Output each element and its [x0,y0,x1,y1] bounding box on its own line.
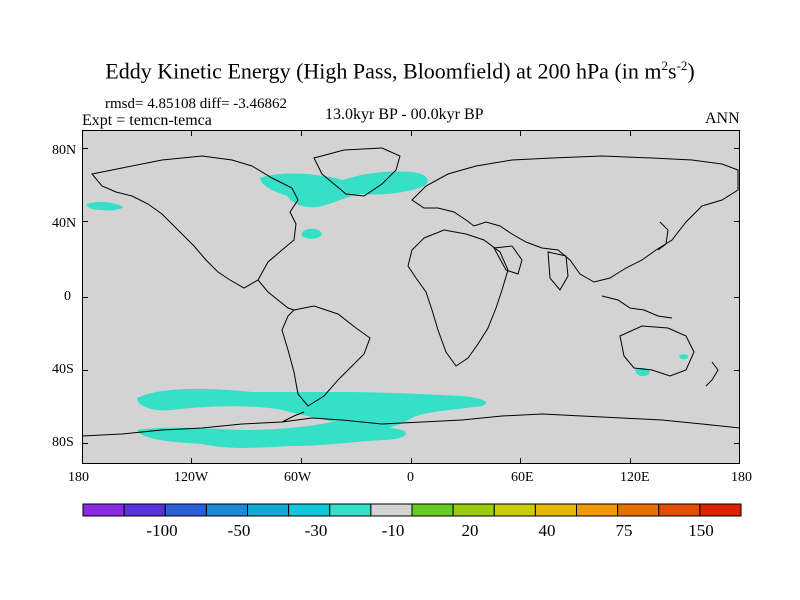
colorbar-label: -100 [146,521,178,540]
new-zealand-coast [705,361,719,387]
colorbar-label: 150 [688,521,714,540]
colorbar-cell [329,503,372,517]
colorbar-cell [164,503,207,517]
lat-tick-40s: 40S [52,362,74,377]
africa-coast [407,229,509,367]
lon-tick-60w: 60W [284,470,312,485]
south-america-coast [281,305,371,407]
japan-coast [657,221,669,251]
lat-tick-40n: 40N [52,216,77,231]
colorbar-cell [82,503,125,517]
india-coast [547,251,569,291]
colorbar-cell [576,503,619,517]
lon-tick-180e: 180 [731,470,752,485]
colorbar-cell [411,503,454,517]
lon-tick-120w: 120W [174,470,209,485]
stats-label: rmsd= 4.85108 diff= -3.46862 [105,96,288,112]
colorbar-cell [699,503,742,517]
australia-patch [635,367,650,377]
experiment-label: Expt = temcn-temca [82,112,212,129]
australia-coast [619,325,695,377]
lon-tick-180w: 180 [68,470,89,485]
colorbar-cell [288,503,331,517]
colorbar-cell [617,503,660,517]
eurasia-coast [411,155,739,283]
arabia-coast [493,245,523,275]
colorbar-label: 20 [461,521,479,540]
central-america-coast [257,279,295,311]
title-unit-sup2: -2 [676,58,688,73]
colorbar-cells [82,503,742,517]
lat-tick-80s: 80S [52,435,74,450]
anomaly-patches [87,171,689,448]
colorbar-label: -30 [304,521,328,540]
title-close: ) [687,58,695,84]
colorbar-label: 75 [615,521,633,540]
lon-tick-60e: 60E [511,470,534,485]
lon-tick-0: 0 [407,470,414,485]
colorbar-cell [534,503,578,517]
colorbar [82,503,742,517]
colorbar-label: 40 [538,521,556,540]
title-unit-sup1: 2 [661,58,669,73]
colorbar-cell [370,503,413,517]
title-unit-mid: s [668,58,677,84]
colorbar-cell [658,503,701,517]
season-label: ANN [705,110,740,127]
colorbar-label: -50 [227,521,251,540]
title-text: Eddy Kinetic Energy (High Pass, Bloomfie… [105,58,662,84]
tasman-patch [679,354,689,360]
axis-ticks [82,130,740,464]
southern-ocean-patch-upper [137,388,486,428]
lon-tick-120e: 120E [620,470,650,485]
colorbar-cell [123,503,166,517]
lat-tick-0: 0 [64,289,71,304]
plot-title: Eddy Kinetic Energy (High Pass, Bloomfie… [0,58,800,84]
antarctic-peninsula-coast [281,411,305,423]
colorbar-label: -10 [381,521,405,540]
colorbar-cell [247,503,290,517]
coastlines [82,147,740,437]
antarctica-coast [82,413,740,437]
map-panel [82,130,740,464]
north-america-coast [91,155,299,289]
lat-tick-80n: 80N [52,143,77,158]
mid-atlantic-patch [302,228,322,239]
greenland-coast [313,147,401,197]
period-label: 13.0kyr BP - 00.0kyr BP [325,106,484,123]
indonesia-coast [601,295,673,319]
colorbar-cell [452,503,495,517]
colorbar-cell [493,503,536,517]
north-pacific-patch [87,201,123,211]
southern-ocean-patch-lower [137,421,406,448]
colorbar-cell [205,503,249,517]
